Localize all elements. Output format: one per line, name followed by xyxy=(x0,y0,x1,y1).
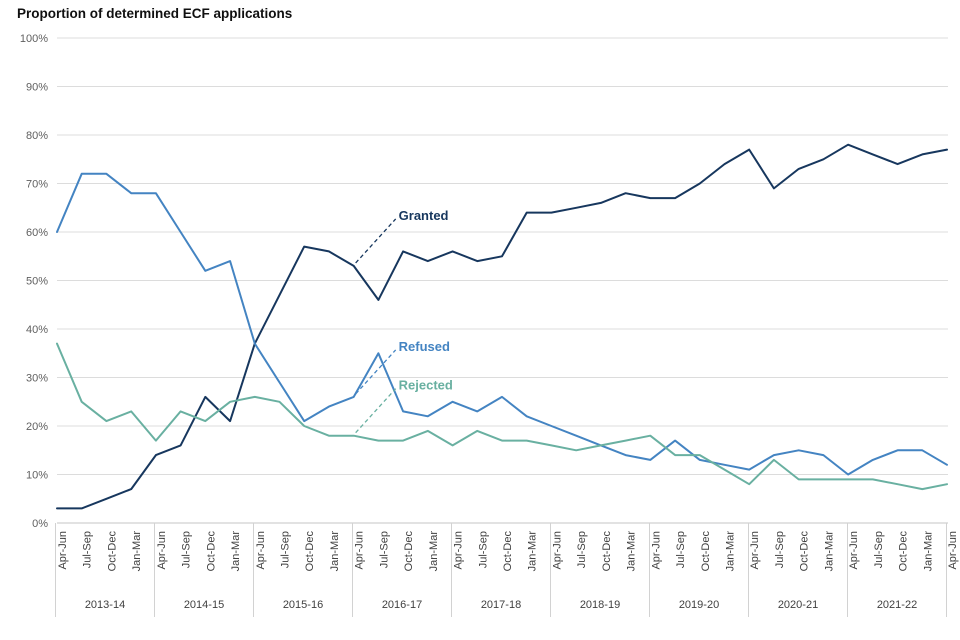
x-axis-quarter-label: Apr-Jun xyxy=(255,531,267,570)
x-axis-quarter-label: Oct-Dec xyxy=(403,531,415,572)
x-axis-quarter-label: Apr-Jun xyxy=(551,531,563,570)
x-axis-quarter-label: Jul-Sep xyxy=(280,531,292,568)
x-axis-quarter-label: Jan-Mar xyxy=(725,531,737,572)
x-axis-quarter-label: Apr-Jun xyxy=(650,531,662,570)
refused-leader-line xyxy=(355,349,397,395)
x-axis-quarter-label: Jul-Sep xyxy=(378,531,390,568)
x-axis-quarter-label: Oct-Dec xyxy=(700,531,712,572)
refused-line xyxy=(56,172,948,476)
y-axis-tick-label: 60% xyxy=(26,227,48,239)
granted-leader-line xyxy=(355,218,397,264)
x-axis-quarter-label: Jan-Mar xyxy=(527,531,539,572)
x-axis-quarter-label: Jan-Mar xyxy=(823,531,835,572)
x-axis-year-label: 2019-20 xyxy=(679,599,719,611)
x-axis-quarter-label: Jul-Sep xyxy=(774,531,786,568)
x-axis-quarter-label: Apr-Jun xyxy=(848,531,860,570)
y-axis-tick-label: 80% xyxy=(26,130,48,142)
x-axis-quarter-label: Oct-Dec xyxy=(799,531,811,572)
granted-line xyxy=(56,143,948,510)
x-axis-quarter-label: Jul-Sep xyxy=(477,531,489,568)
x-axis-quarter-label: Apr-Jun xyxy=(453,531,465,570)
rejected-line xyxy=(56,342,948,491)
x-axis-year-label: 2018-19 xyxy=(580,599,620,611)
x-axis-quarter-label: Oct-Dec xyxy=(601,531,613,572)
x-axis-quarter-label: Apr-Jun xyxy=(57,531,69,570)
y-axis-tick-label: 30% xyxy=(26,373,48,385)
x-axis-quarter-label: Jan-Mar xyxy=(329,531,341,572)
x-axis-quarter-label: Jul-Sep xyxy=(181,531,193,568)
x-axis-quarter-label: Jan-Mar xyxy=(230,531,242,572)
x-axis-quarter-label: Jan-Mar xyxy=(626,531,638,572)
x-axis-quarter-label: Jul-Sep xyxy=(873,531,885,568)
x-axis-year-label: 2017-18 xyxy=(481,599,521,611)
x-axis-year-label: 2021-22 xyxy=(877,599,917,611)
x-axis-quarter-label: Apr-Jun xyxy=(354,531,366,570)
x-axis-quarter-label: Oct-Dec xyxy=(106,531,118,572)
x-axis-year-label: 2014-15 xyxy=(184,599,224,611)
chart-title: Proportion of determined ECF application… xyxy=(17,6,293,21)
x-axis-quarter-label: Jul-Sep xyxy=(82,531,94,568)
y-axis-tick-label: 100% xyxy=(20,33,48,45)
x-axis-quarter-label: Jul-Sep xyxy=(576,531,588,568)
y-axis-tick-label: 0% xyxy=(32,518,48,530)
refused-series-label: Refused xyxy=(399,339,450,354)
y-axis-tick-label: 90% xyxy=(26,82,48,94)
x-axis-year-label: 2013-14 xyxy=(85,599,125,611)
x-axis-quarter-label: Oct-Dec xyxy=(898,531,910,572)
x-axis-quarter-label: Jan-Mar xyxy=(131,531,143,572)
x-axis-year-label: 2016-17 xyxy=(382,599,422,611)
x-axis-quarter-label: Jan-Mar xyxy=(428,531,440,572)
x-axis-quarter-label: Apr-Jun xyxy=(156,531,168,570)
rejected-leader-line xyxy=(355,388,397,434)
x-axis-quarter-label: Oct-Dec xyxy=(304,531,316,572)
x-axis-quarter-label: Jul-Sep xyxy=(675,531,687,568)
x-axis-quarter-label: Oct-Dec xyxy=(502,531,514,572)
x-axis-quarter-label: Apr-Jun xyxy=(749,531,761,570)
x-axis-year-label: 2015-16 xyxy=(283,599,323,611)
y-axis-tick-label: 10% xyxy=(26,470,48,482)
x-axis-quarter-label: Jan-Mar xyxy=(922,531,934,572)
y-axis-tick-label: 50% xyxy=(26,276,48,288)
x-axis-quarter-label: Apr-Jun xyxy=(947,531,959,570)
y-axis-tick-label: 40% xyxy=(26,324,48,336)
x-axis-year-label: 2020-21 xyxy=(778,599,818,611)
rejected-series-label: Rejected xyxy=(399,378,453,393)
y-axis-tick-label: 20% xyxy=(26,421,48,433)
x-axis-quarter-label: Oct-Dec xyxy=(205,531,217,572)
granted-series-label: Granted xyxy=(399,208,449,223)
y-axis-tick-label: 70% xyxy=(26,179,48,191)
